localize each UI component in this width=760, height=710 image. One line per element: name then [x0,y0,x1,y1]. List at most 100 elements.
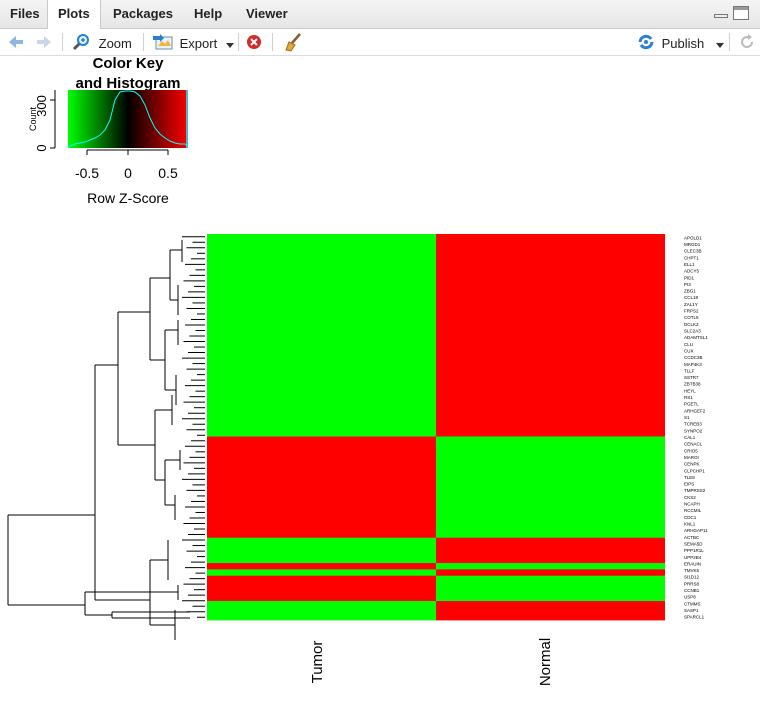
row-label: CDC1 [684,515,697,520]
row-label: MAROI [684,455,699,460]
color-key-histogram-line [67,90,189,149]
zoom-icon [72,32,92,58]
row-dendrogram-leaves [182,236,205,618]
row-label: ZBTB38 [684,382,701,387]
row-label: CENPK [684,462,700,467]
maximize-pane-icon[interactable] [733,6,749,20]
forward-arrow-icon[interactable] [34,32,56,52]
row-label: TLE8 [684,475,695,480]
row-label: CLPCHP1 [684,468,705,473]
remove-plot-icon[interactable] [245,32,265,52]
row-label: UPP2B4 [684,555,702,560]
color-key-y-tick-0: 0 [34,144,49,151]
row-label: TMVK5 [684,568,700,573]
heatmap-cell-normal-block-1 [436,436,665,539]
row-label: SSTR7 [684,375,699,380]
tab-plots[interactable]: Plots [47,0,101,29]
color-key-title-line2: and Histogram [75,75,180,92]
row-label: COTL5 [684,315,699,320]
row-label: SEMA5D [684,541,703,546]
color-key-y-tick-300: 300 [34,95,49,117]
heatmap-cells [207,234,665,621]
plot-area: Color Key and Histogram 0 300 Count -0.5… [0,55,760,705]
heatmap-cell-normal-block-0 [436,234,665,437]
row-label: USP8 [684,595,696,600]
back-arrow-icon[interactable] [6,32,28,52]
broom-icon[interactable] [283,32,305,52]
row-label: S1 [684,415,690,420]
row-label: PI3 [684,282,691,287]
row-label: ERAUIN [684,561,701,566]
publish-label: Publish [661,36,705,52]
row-label: TLLF [684,368,695,373]
heatmap-cell-normal-block-6 [436,601,665,621]
row-label: EIPS [684,482,694,487]
publish-icon [636,32,656,58]
color-key-title-line1: Color Key [93,56,165,72]
tab-packages[interactable]: Packages [113,6,173,21]
chevron-down-icon [715,42,724,48]
row-label: TCREB3 [684,422,702,427]
heatmap-cell-normal-block-3 [436,563,665,570]
row-label: DCLK2 [684,322,699,327]
zoom-button[interactable]: Zoom [72,32,132,52]
row-label: SYNPO2 [684,428,703,433]
heatmap-cell-tumor-block-0 [207,234,436,437]
row-label: ADCY5 [684,269,700,274]
row-label: ZAL1Y [684,302,698,307]
publish-button[interactable]: Publish [636,32,724,52]
row-label: CENACL [684,442,703,447]
column-label-normal: Normal [537,638,554,686]
heatmap-cell-tumor-block-5 [207,575,436,602]
row-label: PRRS8 [684,581,700,586]
tab-help[interactable]: Help [194,6,223,21]
color-key-gradient [68,90,188,148]
export-button[interactable]: Export [152,32,234,52]
row-label: PID1 [684,275,695,280]
heatmap-cell-tumor-block-3 [207,563,436,570]
color-key-x-tick-neg: -0.5 [75,165,99,181]
row-label: MAP4K3 [684,362,702,367]
row-label: SASP1 [684,608,699,613]
row-label: FRPS2 [684,309,699,314]
row-label: CCL18 [684,295,699,300]
row-label: PGETL [684,402,699,407]
row-label: CLU [684,342,693,347]
heatmap-cell-tumor-block-2 [207,537,436,564]
heatmap-cell-tumor-block-4 [207,569,436,577]
chevron-down-icon [225,42,234,48]
row-label: APOLD1 [684,235,702,240]
export-icon [152,32,174,58]
row-label: RS1 [684,395,693,400]
row-label: HEYL [684,388,696,393]
heatmap-plot: Color Key and Histogram 0 300 Count -0.5… [7,55,708,686]
refresh-icon[interactable] [737,32,757,52]
row-label: RCCMIL [684,508,702,513]
row-label: SPARCL1 [684,615,705,620]
heatmap-cell-normal-block-2 [436,537,665,564]
pane-tab-bar: Files Plots Packages Help Viewer [0,0,760,29]
column-label-tumor: Tumor [309,641,326,684]
row-label: CCNB1 [684,588,700,593]
plots-toolbar: Zoom Export Publish [0,29,760,56]
row-label: NCAPH [684,502,700,507]
row-label: CRIO5 [684,448,698,453]
zoom-label: Zoom [98,36,132,52]
tab-files[interactable]: Files [10,6,40,21]
row-label: SLC2A3 [684,329,701,334]
row-label: CUX [684,348,694,353]
color-key-x-tick-zero: 0 [124,165,132,181]
row-label: ZBG1 [684,289,696,294]
row-label: PPP1R1L [684,548,704,553]
row-label: TMPRSS2 [684,488,706,493]
minimize-pane-icon[interactable] [713,6,729,20]
row-label: ACTBC [684,535,700,540]
row-label: ARHGAP11 [684,528,708,533]
row-label: CLEC3B [684,249,702,254]
row-label: KNL1 [684,522,696,527]
row-label: CTMMS [684,601,701,606]
row-label: CAL1 [684,435,696,440]
tab-viewer[interactable]: Viewer [246,6,288,21]
row-label: CHPT1 [684,255,699,260]
row-label: MRGD1 [684,242,701,247]
